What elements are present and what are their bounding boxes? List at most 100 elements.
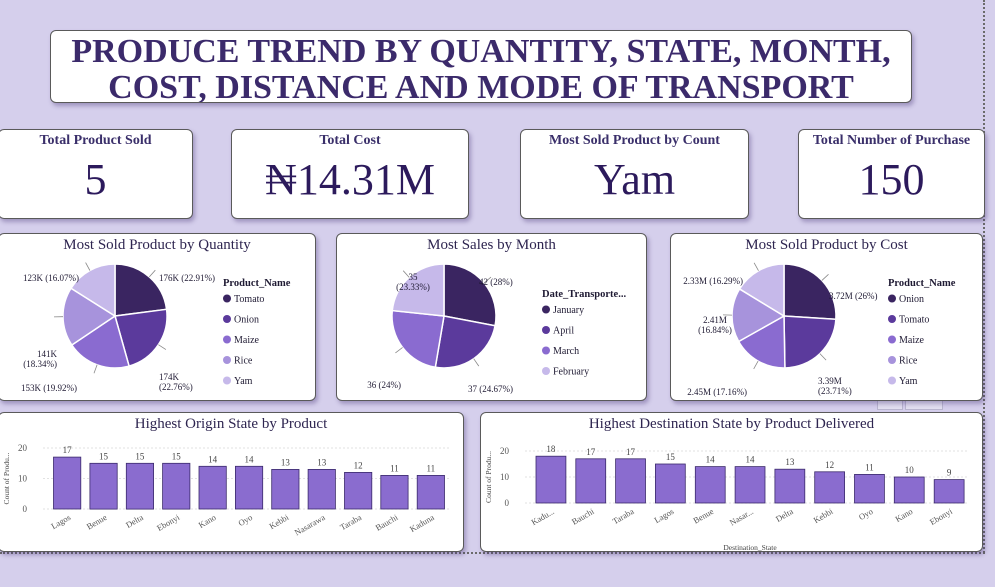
bar-delta	[125, 462, 155, 510]
kpi-value: ₦14.31M	[265, 155, 435, 204]
pie-data-label: 174K	[159, 372, 180, 382]
pie-card-quantity[interactable]: Most Sold Product by Quantity 176K (22.9…	[0, 233, 316, 401]
legend-marker	[542, 346, 550, 355]
bar-kadu	[535, 455, 567, 504]
bar-oyo	[234, 465, 264, 510]
canvas-edge-bottom	[0, 552, 985, 554]
pie-slice-april	[434, 315, 496, 369]
x-tick-label: Benue	[691, 506, 715, 526]
bar-lagos	[654, 463, 686, 504]
bar-data-label: 13	[317, 457, 327, 467]
kpi-card-total-product-sold[interactable]: Total Product Sold 5	[0, 129, 193, 219]
pie-card-cost[interactable]: Most Sold Product by Cost 3.72M (26%) 3.3…	[670, 233, 983, 401]
pie-leader-line	[395, 347, 403, 354]
pie-data-label: 35	[409, 272, 419, 282]
pie-card-month[interactable]: Most Sales by Month 42 (28%) 37 (24.67%) 3…	[336, 233, 647, 401]
y-tick-label: 0	[505, 498, 510, 508]
legend-marker	[888, 335, 896, 344]
pie-data-label: (16.84%)	[698, 325, 732, 335]
bar-chart-origin-state: 0 10 20 Count of Produ... 17 Lagos 15 Benue 15 De…	[2, 443, 449, 538]
bar-ebonyi	[162, 462, 191, 510]
pie-slice-rice	[62, 287, 117, 347]
kpi-value: 5	[84, 155, 107, 204]
bar-data-label: 13	[281, 457, 291, 467]
kpi-card-total-cost[interactable]: Total Cost ₦14.31M	[231, 129, 469, 219]
pie-data-label: 2.41M	[703, 315, 727, 325]
bar-data-label: 18	[546, 444, 556, 454]
bar-data-label: 11	[865, 462, 874, 472]
legend-marker	[888, 356, 896, 364]
x-tick-label: Oyo	[236, 512, 254, 528]
bar-taraba	[615, 458, 646, 504]
bar-data-label: 17	[626, 447, 636, 457]
pie-leader-line	[753, 360, 759, 370]
bar-taraba	[344, 472, 373, 510]
pie-chart-month: 42 (28%) 37 (24.67%) 36 (24%) 35(23.33%) Dat…	[367, 263, 626, 394]
pie-leader-line	[753, 262, 759, 271]
y-tick-label: 0	[23, 504, 28, 514]
bar-kebbi	[271, 469, 300, 510]
kpi-label: Total Product Sold	[39, 133, 152, 148]
bar-nasarawa	[307, 469, 336, 510]
legend-item: April	[553, 326, 574, 337]
pie-leader-line	[158, 344, 167, 350]
pie-leader-line	[149, 269, 156, 278]
pie-data-label: 176K (22.91%)	[159, 273, 215, 283]
legend-item: Tomato	[234, 294, 264, 305]
x-tick-label: Nasar...	[728, 506, 755, 528]
pie-leader-line	[819, 353, 827, 361]
bar-data-label: 17	[586, 447, 596, 457]
kpi-card-most-sold-product[interactable]: Most Sold Product by Count Yam	[520, 129, 749, 219]
bar-card-destination-state[interactable]: Highest Destination State by Product Del…	[480, 412, 983, 552]
legend-marker	[542, 305, 550, 314]
pie-slice-maize	[737, 314, 786, 369]
y-tick-label: 20	[18, 443, 28, 453]
x-tick-label: Kaduna	[408, 512, 436, 534]
x-tick-label: Benue	[85, 512, 109, 532]
legend-item: January	[553, 305, 584, 316]
title-line-1: PRODUCE TREND BY QUANTITY, STATE, MONTH,	[71, 33, 891, 70]
kpi-card-total-purchases[interactable]: Total Number of Purchase 150	[798, 129, 985, 219]
y-axis-label: Count of Produ...	[2, 452, 11, 504]
canvas-edge-right	[983, 0, 985, 553]
legend-marker	[888, 315, 896, 323]
pie-slice-yam	[69, 263, 116, 318]
bar-nasar	[734, 466, 766, 504]
x-tick-label: Nasarawa	[293, 512, 327, 538]
bar-data-label: 12	[354, 460, 363, 470]
pie-slice-onion	[114, 308, 168, 367]
x-tick-label: Lagos	[652, 506, 675, 525]
pie-chart-cost: 3.72M (26%) 3.39M(23.71%) 2.45M (17.16%) 2.…	[683, 262, 956, 397]
bar-data-label: 15	[666, 452, 676, 462]
pie-leader-line	[85, 262, 91, 271]
legend-item: Yam	[234, 376, 253, 387]
y-tick-label: 10	[500, 472, 510, 482]
x-tick-label: Delta	[774, 506, 795, 524]
bar-card-origin-state[interactable]: Highest Origin State by Product 0 10 20 Cou…	[0, 412, 464, 552]
legend-marker	[223, 335, 231, 344]
y-tick-label: 10	[18, 474, 28, 484]
legend-marker	[542, 367, 550, 375]
bar-data-label: 14	[208, 454, 218, 464]
pie-data-label: 141K	[37, 349, 58, 359]
pie-data-label: 3.72M (26%)	[829, 291, 878, 301]
y-tick-label: 20	[500, 446, 510, 456]
legend-item: Rice	[899, 356, 918, 367]
chart-title: Highest Origin State by Product	[134, 416, 328, 432]
legend-item: March	[553, 346, 579, 357]
legend-item: February	[553, 367, 589, 378]
x-tick-label: Delta	[124, 512, 145, 530]
pie-leader-line	[821, 274, 829, 281]
bar-data-label: 9	[947, 468, 952, 478]
pie-leader-line	[93, 364, 98, 374]
kpi-label: Most Sold Product by Count	[549, 133, 720, 148]
legend-item: Yam	[899, 376, 918, 387]
pie-slice-rice	[731, 287, 786, 343]
bar-benue	[89, 462, 118, 510]
x-tick-label: Taraba	[611, 506, 636, 526]
pie-data-label: 3.39M	[818, 376, 842, 386]
pie-data-label: (23.33%)	[396, 282, 430, 292]
title-line-2: COST, DISTANCE AND MODE OF TRANSPORT	[108, 69, 854, 103]
bar-chart-destination-state: 0 10 20 Count of Produ... 18 Kadu... 17 Bauchi 1…	[484, 444, 969, 551]
chart-title: Most Sales by Month	[427, 237, 556, 253]
